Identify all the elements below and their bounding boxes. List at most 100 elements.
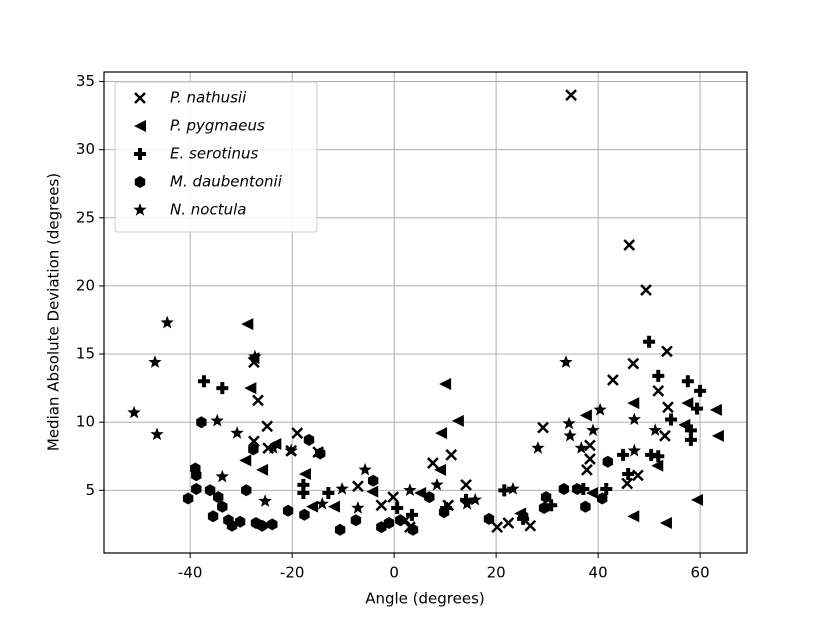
scatter-point <box>366 485 379 498</box>
scatter-point <box>585 487 598 500</box>
scatter-point <box>445 449 458 461</box>
scatter-point <box>623 239 636 251</box>
scatter-point <box>468 492 482 506</box>
scatter-point <box>215 469 229 483</box>
scatter-point <box>334 523 346 536</box>
scatter-point <box>252 394 264 407</box>
scatter-point <box>284 443 298 457</box>
scatter-point <box>572 483 583 495</box>
scatter-point <box>439 378 452 391</box>
x-tick-label: 40 <box>589 564 608 582</box>
scatter-point <box>368 474 379 487</box>
scatter-point <box>593 402 607 416</box>
scatter-point <box>580 500 591 513</box>
scatter-point <box>631 469 644 482</box>
legend-box <box>114 81 318 233</box>
legend-marker <box>134 92 146 104</box>
scatter-point <box>483 512 495 525</box>
scatter-point <box>681 397 694 410</box>
scatter-point <box>460 478 472 491</box>
scatter-point <box>160 315 174 329</box>
scatter-point <box>150 427 164 441</box>
legend-marker <box>133 203 147 216</box>
scatter-point <box>327 500 340 513</box>
y-tick-label: 10 <box>76 413 95 431</box>
scatter-point <box>387 491 400 504</box>
scatter-point <box>191 483 202 495</box>
scatter-point <box>291 427 304 439</box>
scatter-point <box>622 467 635 480</box>
y-tick-label: 35 <box>76 72 95 90</box>
scatter-point <box>256 463 269 476</box>
scatter-point <box>196 416 207 429</box>
scatter-point <box>424 491 435 504</box>
scatter-point <box>297 487 310 500</box>
scatter-point <box>217 500 228 513</box>
scatter-point <box>584 453 596 465</box>
scatter-point <box>235 515 246 528</box>
scatter-point <box>579 409 592 422</box>
legend-label: P. nathusii <box>170 89 247 107</box>
scatter-point <box>581 463 593 476</box>
x-tick-label: -20 <box>280 564 305 582</box>
scatter-point <box>665 413 678 426</box>
scatter-point <box>430 477 444 491</box>
scatter-point <box>597 492 608 505</box>
scatter-point <box>648 423 662 436</box>
scatter-point <box>574 441 588 454</box>
scatter-point <box>540 491 552 504</box>
scatter-point <box>197 375 210 388</box>
x-tick-label: 0 <box>389 564 399 582</box>
y-tick-label: 20 <box>76 276 95 294</box>
scatter-point <box>563 428 577 442</box>
scatter-point <box>256 519 268 532</box>
y-tick-label: 5 <box>85 481 95 499</box>
scatter-point <box>266 441 280 454</box>
x-axis-label: Angle (degrees) <box>365 590 485 608</box>
scatter-point <box>659 429 671 442</box>
scatter-point <box>586 423 600 436</box>
scatter-point <box>248 443 259 456</box>
scatter-point <box>261 420 274 433</box>
scatter-point <box>226 519 238 532</box>
scatter-point <box>651 459 664 472</box>
scatter-point <box>491 521 504 533</box>
scatter-point <box>322 487 335 500</box>
x-tick-label: 60 <box>691 564 710 582</box>
scatter-point <box>600 482 613 495</box>
scatter-point <box>435 427 448 440</box>
scatter-point <box>681 375 694 388</box>
scatter-point <box>204 484 216 497</box>
scatter-point <box>248 435 260 448</box>
y-tick-label: 25 <box>76 208 95 226</box>
scatter-point <box>506 482 520 495</box>
scatter-point <box>298 467 311 480</box>
scatter-point <box>127 405 141 419</box>
scatter-point <box>230 426 244 439</box>
y-tick-label: 15 <box>76 345 95 363</box>
scatter-point <box>531 441 545 454</box>
y-tick-label: 30 <box>76 140 95 158</box>
scatter-point <box>621 477 634 490</box>
scatter-point <box>213 491 224 504</box>
scatter-point <box>282 504 294 517</box>
scatter-point <box>407 523 419 536</box>
scatter-point <box>538 502 550 514</box>
scatter-point <box>210 413 224 427</box>
scatter-point <box>652 384 665 397</box>
scatter-point <box>537 421 549 434</box>
scatter-point <box>239 454 252 467</box>
scatter-point <box>460 496 474 510</box>
scatter-point <box>434 463 447 476</box>
scatter-point <box>652 450 665 463</box>
scatter-point <box>375 499 388 512</box>
scatter-point <box>627 357 640 370</box>
scatter-point <box>244 382 257 395</box>
x-tick-label: 20 <box>487 564 506 582</box>
legend-label: M. daubentonii <box>170 173 283 191</box>
scatter-point <box>303 433 315 446</box>
scatter-point <box>241 484 252 497</box>
scatter-point <box>191 469 202 482</box>
scatter-point <box>352 480 364 493</box>
